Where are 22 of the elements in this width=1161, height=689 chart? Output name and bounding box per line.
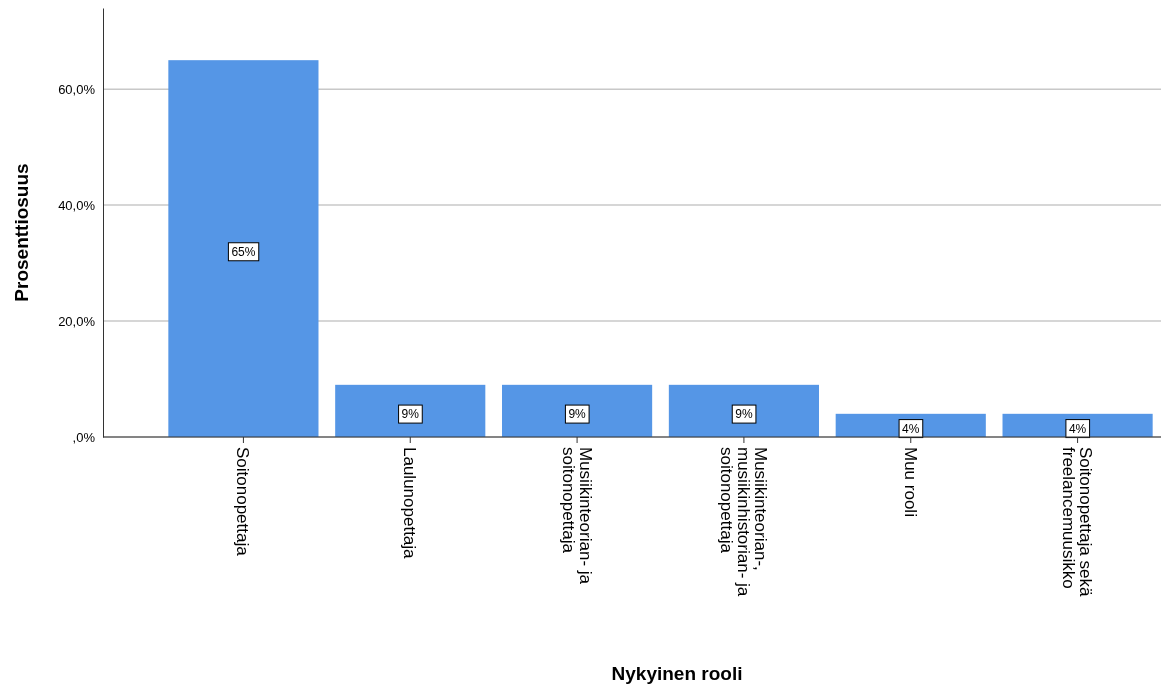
bar [168, 60, 319, 437]
data-label: 4% [1068, 421, 1087, 436]
bar [502, 384, 653, 437]
y-tick-label: 40,0% [58, 197, 96, 213]
data-label: 9% [568, 407, 587, 422]
y-axis-title: Prosenttiosuus [11, 163, 32, 302]
data-label: 9% [735, 407, 753, 422]
data-label: 4% [902, 421, 920, 436]
bar [335, 384, 486, 437]
data-label: 9% [401, 407, 420, 422]
y-tick-label: 20,0% [58, 313, 96, 329]
x-tick-label: Soitonopettaja [233, 447, 253, 557]
x-axis-title: Nykyinen rooli [611, 663, 743, 684]
data-label: 65% [231, 244, 256, 259]
y-tick-label: ,0% [72, 429, 96, 445]
x-tick-label: Musiikinteorian- ja soitonopettaja [558, 447, 595, 585]
bar [668, 384, 819, 437]
x-tick-label: Musiikinteorian-, musiikinhistorian- ja soitonopettaja [716, 447, 770, 597]
y-tick-label: 60,0% [58, 81, 96, 97]
x-tick-label: Soitonopettaja sekä freelancemuusikko [1059, 447, 1096, 597]
x-tick-label: Muu rooli [900, 447, 920, 517]
x-tick-label: Laulunopettaja [400, 447, 420, 560]
